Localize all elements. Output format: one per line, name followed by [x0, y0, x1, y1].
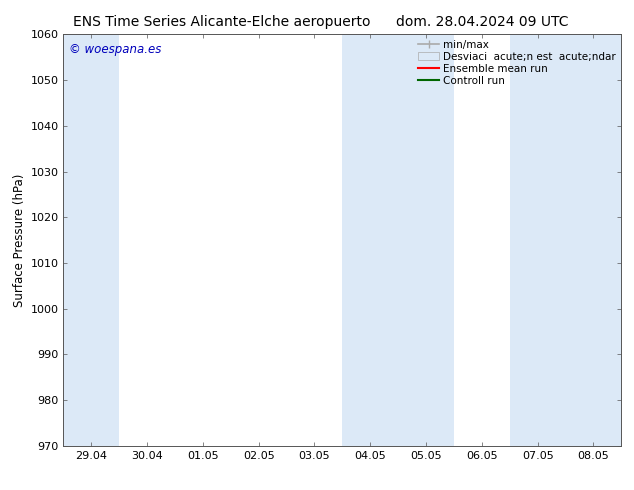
Bar — [63, 34, 119, 446]
Text: dom. 28.04.2024 09 UTC: dom. 28.04.2024 09 UTC — [396, 15, 568, 29]
Bar — [510, 34, 621, 446]
Text: ENS Time Series Alicante-Elche aeropuerto: ENS Time Series Alicante-Elche aeropuert… — [73, 15, 371, 29]
Text: © woespana.es: © woespana.es — [69, 43, 162, 55]
Legend: min/max, Desviaci  acute;n est  acute;ndar, Ensemble mean run, Controll run: min/max, Desviaci acute;n est acute;ndar… — [417, 37, 618, 88]
Y-axis label: Surface Pressure (hPa): Surface Pressure (hPa) — [13, 173, 26, 307]
Bar — [342, 34, 454, 446]
